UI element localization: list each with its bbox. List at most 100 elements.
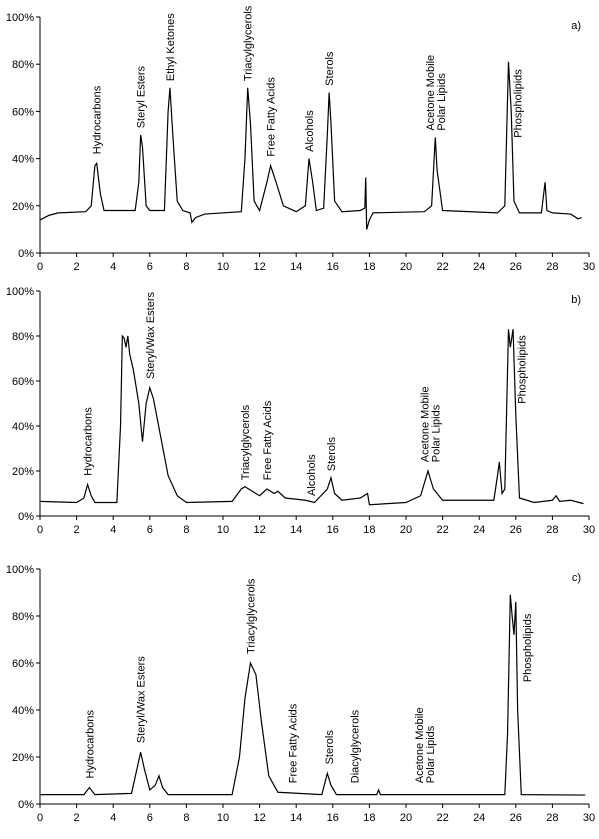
y-tick-label: 0%: [18, 799, 34, 811]
trace: [40, 594, 586, 796]
peak-label: Free Fatty Acids: [288, 703, 300, 783]
x-tick-label: 0: [37, 812, 43, 824]
x-tick-label: 28: [546, 524, 558, 536]
x-tick-label: 12: [253, 812, 265, 824]
y-tick-label: 40%: [12, 705, 34, 717]
x-tick-label: 30: [583, 261, 595, 273]
x-tick-label: 16: [327, 524, 339, 536]
x-tick-label: 4: [110, 261, 116, 273]
x-tick-label: 10: [217, 812, 229, 824]
x-tick-label: 28: [546, 812, 558, 824]
x-tick-label: 0: [37, 261, 43, 273]
panel-label: b): [571, 294, 581, 306]
y-tick-label: 20%: [12, 752, 34, 764]
x-tick-label: 20: [400, 812, 412, 824]
x-tick-label: 4: [110, 524, 116, 536]
x-tick-label: 18: [363, 524, 375, 536]
x-tick-label: 16: [327, 261, 339, 273]
y-tick-label: 40%: [12, 154, 34, 166]
x-tick-label: 8: [183, 261, 189, 273]
peak-label: Sterols: [326, 437, 338, 472]
x-tick-label: 6: [147, 812, 153, 824]
y-tick-label: 60%: [12, 658, 34, 670]
peak-label: Acetone Mobile: [419, 386, 431, 462]
x-tick-label: 30: [583, 812, 595, 824]
peak-label: Phospholipids: [513, 69, 525, 138]
trace: [39, 329, 584, 506]
peak-label: Steryl/Wax Esters: [145, 292, 157, 379]
y-tick-label: 40%: [12, 421, 34, 433]
x-tick-label: 0: [37, 524, 43, 536]
y-tick-label: 0%: [18, 511, 34, 523]
peak-label: Steryl Esters: [136, 65, 148, 128]
x-tick-label: 10: [217, 524, 229, 536]
x-tick-label: 8: [183, 524, 189, 536]
x-tick-label: 14: [290, 812, 302, 824]
x-tick-label: 22: [436, 261, 448, 273]
x-tick-label: 24: [473, 524, 485, 536]
peak-label: Triacylglycerols: [243, 5, 255, 81]
peak-label: Polar Lipids: [436, 73, 448, 131]
x-tick-label: 2: [74, 812, 80, 824]
panel-label: c): [572, 572, 581, 584]
peak-label: Polar Lipids: [425, 725, 437, 783]
x-tick-label: 14: [290, 524, 302, 536]
peak-label: Alcohols: [306, 454, 318, 496]
peak-label: Steryl/Wax Esters: [136, 656, 148, 743]
y-tick-label: 60%: [12, 376, 34, 388]
y-tick-label: 80%: [12, 331, 34, 343]
x-tick-label: 4: [110, 812, 116, 824]
peak-label: Sterols: [324, 51, 336, 86]
peak-label: Phospholipids: [516, 335, 528, 404]
x-tick-label: 24: [473, 261, 485, 273]
peak-label: Sterols: [324, 730, 336, 765]
y-tick-label: 100%: [6, 12, 34, 24]
x-tick-label: 12: [253, 261, 265, 273]
x-tick-label: 6: [147, 524, 153, 536]
peak-label: Phospholipids: [522, 613, 534, 682]
y-tick-label: 0%: [18, 248, 34, 260]
x-tick-label: 22: [436, 812, 448, 824]
peak-label: Triacylglycerols: [245, 578, 257, 654]
peak-label: Alcohols: [304, 110, 316, 152]
peak-label: Acetone Mobile: [414, 707, 426, 783]
x-tick-label: 20: [400, 524, 412, 536]
peak-label: Hydrocarbons: [83, 407, 95, 476]
y-tick-label: 60%: [12, 106, 34, 118]
x-tick-label: 30: [583, 524, 595, 536]
x-tick-label: 2: [74, 524, 80, 536]
y-tick-label: 100%: [6, 564, 34, 576]
panel-label: a): [571, 20, 581, 32]
peak-label: Acetone Mobile: [425, 55, 437, 131]
peak-label: Free Fatty Acids: [266, 77, 278, 157]
y-tick-label: 20%: [12, 466, 34, 478]
x-tick-label: 10: [217, 261, 229, 273]
x-tick-label: 26: [510, 812, 522, 824]
x-tick-label: 12: [253, 524, 265, 536]
peak-label: Triacylglycerols: [240, 404, 252, 480]
y-tick-label: 100%: [6, 286, 34, 298]
x-tick-label: 28: [546, 261, 558, 273]
x-tick-label: 2: [74, 261, 80, 273]
peak-label: Hydrocarbons: [84, 710, 96, 779]
peak-label: Diacylglycerols: [350, 709, 362, 783]
x-tick-label: 14: [290, 261, 302, 273]
peak-label: Free Fatty Acids: [262, 400, 274, 480]
x-tick-label: 26: [510, 261, 522, 273]
x-tick-label: 24: [473, 812, 485, 824]
y-tick-label: 80%: [12, 611, 34, 623]
peak-label: Polar Lipids: [430, 404, 442, 462]
trace: [39, 61, 582, 230]
x-tick-label: 22: [436, 524, 448, 536]
x-tick-label: 6: [147, 261, 153, 273]
x-tick-label: 18: [363, 812, 375, 824]
x-tick-label: 26: [510, 524, 522, 536]
x-tick-label: 18: [363, 261, 375, 273]
y-tick-label: 20%: [12, 201, 34, 213]
y-tick-label: 80%: [12, 59, 34, 71]
x-tick-label: 16: [327, 812, 339, 824]
peak-label: Ethyl Ketones: [165, 13, 177, 81]
x-tick-label: 8: [183, 812, 189, 824]
peak-label: Hydrocarbons: [92, 85, 104, 154]
